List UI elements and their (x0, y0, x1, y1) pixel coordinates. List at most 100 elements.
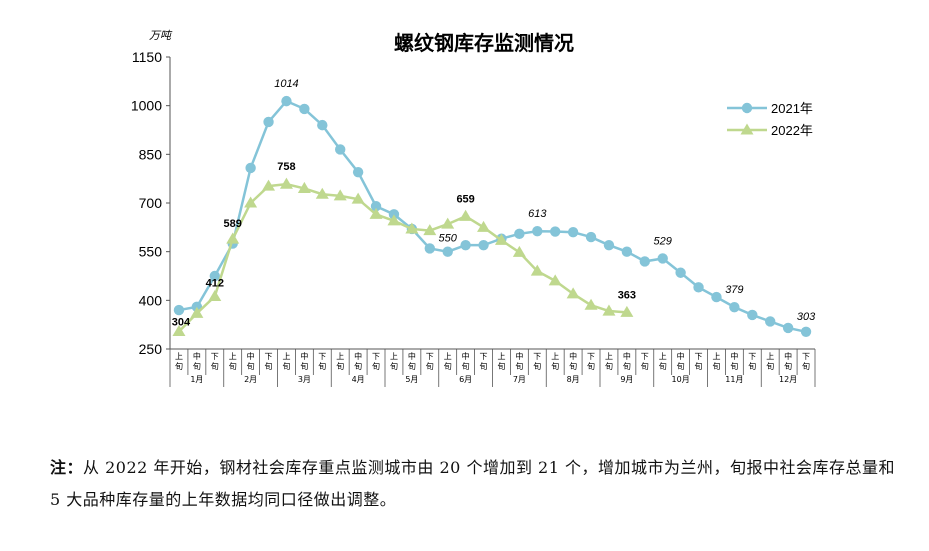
x-tick-label: 上 (444, 352, 452, 361)
series-point-0 (460, 239, 471, 251)
series-point-1 (244, 196, 258, 208)
x-tick-label: 上 (712, 352, 720, 361)
x-month-label: 8月 (567, 375, 580, 384)
x-tick-label: 旬 (587, 361, 595, 371)
x-tick-label: 旬 (712, 361, 720, 371)
series-point-1 (369, 207, 383, 219)
series-point-0 (299, 103, 310, 115)
series-point-0 (657, 253, 668, 264)
x-tick-label: 下 (695, 352, 703, 361)
legend-label-1: 2022年 (771, 123, 813, 138)
x-tick-label: 上 (282, 352, 290, 361)
x-month-label: 11月 (725, 375, 743, 384)
x-tick-label: 旬 (336, 361, 344, 371)
x-tick-label: 上 (497, 352, 505, 361)
x-tick-label: 上 (336, 352, 344, 361)
x-tick-label: 中 (193, 351, 201, 361)
x-tick-label: 上 (551, 352, 559, 361)
x-tick-label: 中 (300, 351, 308, 361)
x-tick-label: 下 (480, 352, 488, 361)
footnote: 注：从 2022 年开始，钢材社会库存重点监测城市由 20 个增加到 21 个，… (50, 452, 900, 516)
x-tick-label: 旬 (408, 361, 416, 371)
series-point-0 (585, 231, 597, 243)
series-point-0 (317, 119, 328, 131)
series-point-0 (173, 304, 185, 316)
x-tick-label: 旬 (569, 361, 577, 371)
legend: 2021年 2022年 (727, 101, 813, 138)
series-point-1 (351, 192, 365, 204)
x-month-label: 1月 (190, 375, 203, 384)
series-point-0 (693, 282, 704, 293)
data-label-1: 659 (456, 193, 474, 205)
series-point-0 (370, 201, 382, 212)
x-tick-label: 上 (605, 352, 613, 361)
x-tick-label: 旬 (229, 361, 237, 371)
x-tick-label: 旬 (533, 361, 541, 371)
x-tick-label: 旬 (659, 361, 667, 371)
x-month-label: 3月 (298, 375, 311, 384)
x-tick-label: 下 (802, 352, 810, 361)
x-tick-label: 旬 (300, 361, 308, 371)
x-tick-label: 旬 (730, 361, 738, 371)
x-month-label: 10月 (672, 375, 690, 384)
series-point-0 (442, 246, 453, 257)
data-label-0: 529 (654, 235, 672, 247)
series-point-0 (729, 301, 740, 313)
x-tick-label: 旬 (766, 361, 774, 371)
series-point-1 (279, 177, 293, 189)
x-tick-label: 旬 (623, 361, 631, 371)
x-tick-label: 旬 (175, 361, 183, 371)
series-point-1 (190, 306, 204, 318)
x-tick-label: 中 (408, 351, 416, 361)
x-tick-label: 下 (587, 352, 595, 361)
series-point-0 (550, 226, 561, 237)
series-point-0 (263, 116, 274, 128)
x-tick-label: 下 (372, 352, 380, 361)
x-tick-label: 下 (265, 352, 273, 361)
y-tick-label: 400 (139, 292, 163, 308)
x-month-label: 7月 (513, 375, 526, 384)
series-point-1 (387, 214, 401, 226)
x-tick-label: 中 (677, 351, 685, 361)
data-label-0: 550 (439, 233, 458, 245)
x-month-label: 12月 (779, 375, 797, 384)
series-point-0 (621, 246, 633, 257)
x-tick-label: 中 (623, 351, 631, 361)
x-tick-label: 旬 (354, 361, 362, 371)
series-line-1 (178, 182, 627, 333)
series-point-1 (566, 287, 580, 299)
x-tick-label: 旬 (748, 361, 756, 371)
series-point-1 (172, 324, 186, 337)
series-point-1 (494, 233, 508, 245)
series-point-1 (333, 189, 347, 201)
x-month-label: 4月 (352, 375, 365, 384)
data-label-0: 379 (725, 284, 743, 296)
data-label-0: 613 (528, 208, 547, 220)
x-tick-label: 旬 (784, 361, 792, 371)
series-point-1 (405, 222, 419, 234)
y-axis-unit: 万吨 (149, 29, 173, 42)
x-tick-label: 旬 (390, 361, 398, 371)
series-point-1 (477, 220, 491, 232)
x-tick-label: 中 (784, 351, 792, 361)
y-tick-label: 850 (139, 146, 163, 162)
series-point-0 (478, 239, 489, 251)
x-tick-label: 下 (641, 352, 649, 361)
y-tick-label: 250 (139, 341, 163, 357)
x-tick-label: 旬 (462, 361, 470, 371)
series-point-1 (530, 264, 544, 276)
series-point-1 (315, 187, 329, 199)
x-tick-label: 中 (730, 351, 738, 361)
x-month-label: 5月 (405, 375, 418, 384)
series-point-1 (262, 179, 276, 191)
data-label-1: 412 (206, 277, 224, 289)
series-point-0 (514, 228, 525, 240)
y-tick-label: 1150 (132, 49, 162, 65)
x-tick-label: 下 (748, 352, 756, 361)
series-point-1 (548, 274, 562, 286)
x-tick-label: 上 (175, 352, 183, 361)
series-point-0 (711, 291, 722, 303)
axes: 25040055070085010001150上旬中旬下旬上旬中旬下旬上旬中旬下… (131, 49, 816, 387)
series-point-0 (209, 270, 220, 282)
x-tick-label: 中 (354, 351, 362, 361)
